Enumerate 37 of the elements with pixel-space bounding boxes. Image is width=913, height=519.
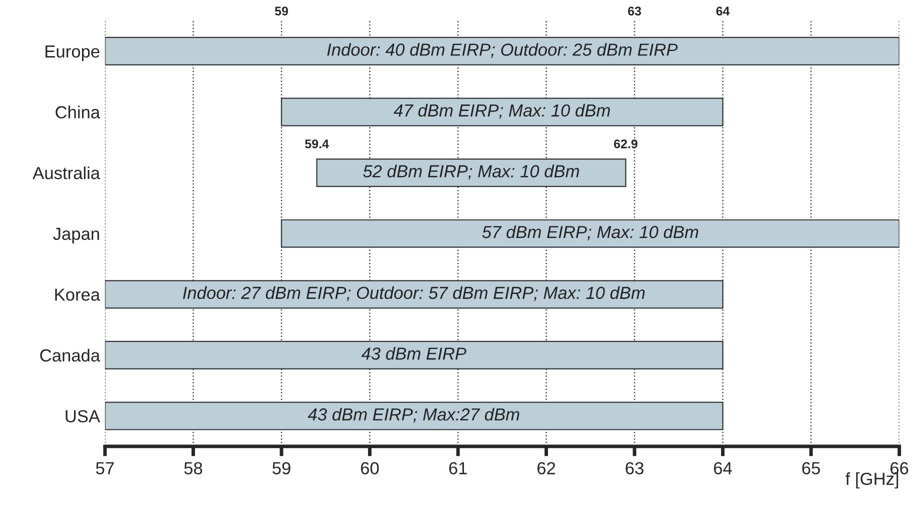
- x-tick-label: 58: [184, 462, 202, 474]
- bar: [104, 340, 724, 370]
- x2-tick-label: 59: [274, 6, 288, 16]
- x2-tick-label: 64: [716, 6, 730, 16]
- x-tick-label: 63: [626, 462, 644, 474]
- annotation: 57 dBm EIRP; Max: 10 dBm: [482, 225, 698, 240]
- y-tick-label: Canada: [40, 348, 100, 362]
- bar: [104, 402, 724, 430]
- x-tick-label: 66: [890, 462, 908, 474]
- x-axis-title: f [GHz]: [846, 472, 898, 488]
- annotation: 43 dBm EIRP; Max:27 dBm: [308, 408, 520, 423]
- annotation: 47 dBm EIRP; Max: 10 dBm: [394, 104, 610, 119]
- annotation: Indoor: 40 dBm EIRP; Outdoor: 25 dBm EIRP: [327, 43, 678, 58]
- bar: [104, 36, 900, 66]
- annotation: Indoor: 27 dBm EIRP; Outdoor: 57 dBm EIRP; Max: 10 dBm: [183, 286, 645, 302]
- bar: [280, 219, 900, 248]
- bar: [280, 98, 724, 126]
- x-tick-label: 60: [360, 462, 379, 474]
- x-tick-label: 65: [802, 462, 820, 474]
- bar: [316, 158, 626, 187]
- bar: [104, 280, 724, 309]
- annotation: 59.4: [305, 139, 329, 148]
- y-tick-label: Korea: [55, 288, 100, 301]
- y-tick-label: Australia: [32, 166, 100, 180]
- y-tick-label: USA: [66, 410, 100, 422]
- annotation: 43 dBm EIRP: [361, 347, 466, 360]
- y-tick-label: Japan: [53, 228, 100, 244]
- x-tick-label: 62: [538, 462, 556, 474]
- x2-tick-label: 63: [628, 6, 642, 16]
- annotation: 62.9: [614, 139, 638, 148]
- y-tick-label: China: [56, 106, 100, 118]
- x-tick-label: 64: [714, 462, 732, 474]
- y-tick-label: Europe: [46, 46, 100, 62]
- x-tick-label: 61: [449, 462, 467, 474]
- annotation: 52 dBm EIRP; Max: 10 dBm: [363, 164, 580, 180]
- x-tick-label: 59: [272, 462, 290, 474]
- x-tick-label: 57: [96, 462, 114, 474]
